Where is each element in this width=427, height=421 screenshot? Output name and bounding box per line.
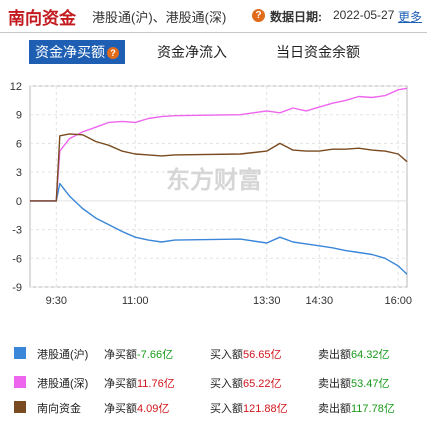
page-subtitle: 港股通(沪)、港股通(深) bbox=[92, 10, 227, 25]
tab-daily-balance-label: 当日资金余额 bbox=[276, 44, 360, 60]
chart-series bbox=[30, 87, 408, 275]
x-tick-label: 14:30 bbox=[306, 295, 334, 307]
chart-header: 南向资金 港股通(沪)、港股通(深) ? 数据日期: 2022-05-27 更多 bbox=[0, 0, 427, 34]
sell-value: 117.78亿 bbox=[351, 403, 395, 415]
legend-name: 港股通(深) bbox=[37, 378, 89, 390]
tab-daily-balance[interactable]: 当日资金余额 bbox=[276, 40, 360, 64]
tab-net-inflow[interactable]: 资金净流入 bbox=[157, 40, 227, 64]
x-axis: 9:30 11:00 13:30 14:30 16:00 bbox=[46, 295, 412, 307]
y-tick-label: -3 bbox=[12, 225, 22, 237]
question-circle-icon[interactable]: ? bbox=[252, 9, 265, 22]
net-buy-value: 11.76亿 bbox=[137, 378, 175, 390]
series-line-1 bbox=[30, 182, 408, 275]
header-divider bbox=[0, 32, 427, 33]
sell-value: 53.47亿 bbox=[351, 378, 390, 390]
page-title: 南向资金 bbox=[8, 9, 76, 28]
x-tick-label: 16:00 bbox=[384, 295, 412, 307]
y-tick-label: 6 bbox=[16, 138, 22, 150]
sell-field: 卖出额117.78亿 bbox=[318, 403, 395, 415]
y-tick-label: -6 bbox=[12, 253, 22, 265]
buy-value: 56.65亿 bbox=[243, 349, 282, 361]
net-buy-field: 净买额11.76亿 bbox=[104, 378, 175, 390]
date-value: 2022-05-27 bbox=[333, 8, 395, 22]
more-link[interactable]: 更多 bbox=[398, 10, 423, 24]
tab-net-buy-label: 资金净买额 bbox=[35, 44, 105, 60]
legend-row: 港股通(深) 净买额11.76亿 买入额65.22亿 卖出额53.47亿 bbox=[0, 371, 427, 395]
net-buy-value: 4.09亿 bbox=[137, 403, 170, 415]
sell-field: 卖出额53.47亿 bbox=[318, 378, 390, 390]
sell-field: 卖出额64.32亿 bbox=[318, 349, 390, 361]
chart-grid bbox=[29, 85, 408, 288]
y-tick-label: 3 bbox=[16, 167, 22, 179]
x-tick-label: 9:30 bbox=[46, 295, 67, 307]
legend-swatch bbox=[14, 347, 26, 359]
series-line-2 bbox=[30, 87, 408, 202]
buy-field: 买入额121.88亿 bbox=[210, 403, 288, 415]
legend-name: 港股通(沪) bbox=[37, 349, 89, 361]
y-tick-label: -9 bbox=[12, 282, 22, 294]
y-axis: 12 9 6 3 0 -3 -6 -9 bbox=[10, 81, 22, 294]
sell-value: 64.32亿 bbox=[351, 349, 390, 361]
x-tick-label: 11:00 bbox=[122, 295, 149, 307]
watermark: 东方财富 bbox=[166, 166, 262, 194]
legend-name: 南向资金 bbox=[37, 403, 81, 415]
net-buy-field: 净买额4.09亿 bbox=[104, 403, 170, 415]
buy-value: 121.88亿 bbox=[243, 403, 288, 415]
legend-row: 港股通(沪) 净买额-7.66亿 买入额56.65亿 卖出额64.32亿 bbox=[0, 342, 427, 366]
net-buy-field: 净买额-7.66亿 bbox=[104, 349, 174, 361]
series-line-3 bbox=[30, 133, 408, 202]
net-buy-value: -7.66亿 bbox=[137, 349, 174, 361]
y-tick-label: 9 bbox=[16, 110, 22, 122]
y-tick-label: 0 bbox=[16, 196, 22, 208]
buy-field: 买入额56.65亿 bbox=[210, 349, 282, 361]
tab-net-buy[interactable]: 资金净买额? bbox=[29, 40, 125, 64]
date-label: 数据日期: bbox=[270, 10, 322, 24]
buy-value: 65.22亿 bbox=[243, 378, 282, 390]
y-tick-label: 12 bbox=[10, 81, 22, 93]
tab-bar: 资金净买额? 资金净流入 当日资金余额 bbox=[0, 40, 427, 64]
legend-swatch bbox=[14, 376, 26, 388]
tab-net-inflow-label: 资金净流入 bbox=[157, 44, 227, 60]
legend-swatch bbox=[14, 401, 26, 413]
x-tick-label: 13:30 bbox=[253, 295, 281, 307]
question-circle-icon[interactable]: ? bbox=[107, 47, 119, 59]
chart-svg: 东方财富 12 9 6 3 0 -3 -6 -9 9:30 11:00 13:30 14:30 16:… bbox=[10, 81, 412, 307]
legend-row: 南向资金 净买额4.09亿 买入额121.88亿 卖出额117.78亿 bbox=[0, 396, 427, 420]
buy-field: 买入额65.22亿 bbox=[210, 378, 282, 390]
